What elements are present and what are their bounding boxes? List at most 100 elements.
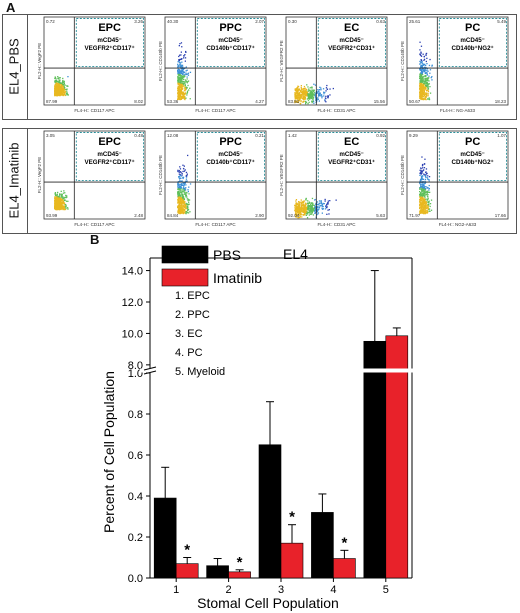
flow-event: [181, 61, 183, 63]
flow-event: [327, 202, 329, 204]
flow-event: [184, 169, 186, 171]
flow-event: [186, 173, 188, 175]
flow-event: [312, 209, 314, 211]
flow-event: [181, 175, 183, 177]
flow-event: [60, 193, 62, 195]
flow-event: [183, 97, 186, 99]
legend-swatch-imatinib: [161, 268, 209, 287]
flow-event: [419, 97, 421, 99]
flow-event: [187, 80, 190, 82]
flow-event: [425, 198, 427, 200]
flow-event: [303, 200, 306, 202]
flow-event: [424, 188, 426, 191]
flow-event: [420, 198, 422, 200]
flow-event: [184, 87, 186, 89]
flow-event: [180, 180, 182, 182]
flow-event: [426, 211, 428, 213]
flow-event: [186, 69, 188, 71]
flow-event: [426, 69, 428, 72]
flow-event: [180, 97, 182, 100]
flow-event: [300, 90, 302, 92]
flow-event: [183, 196, 185, 198]
bar-pbs-2: [206, 565, 229, 579]
flow-event: [300, 210, 302, 212]
flow-event: [421, 97, 423, 100]
flow-event: [419, 69, 421, 71]
flow-event: [429, 92, 432, 94]
flow-event: [426, 209, 428, 212]
flow-event: [302, 200, 305, 202]
flow-event: [314, 199, 316, 201]
flow-event: [320, 204, 322, 207]
category-key-item: 2. PPC: [175, 309, 210, 321]
flow-event: [419, 87, 422, 89]
flow-event: [294, 98, 296, 100]
flow-event: [55, 202, 58, 204]
flow-event: [420, 179, 422, 181]
flow-event: [187, 198, 189, 200]
flow-event: [58, 79, 60, 81]
flow-event: [299, 95, 301, 97]
flow-event: [56, 93, 59, 95]
flow-event: [185, 187, 187, 189]
flow-plot-events: [54, 190, 69, 211]
flow-event: [179, 202, 182, 204]
flow-event: [305, 208, 307, 210]
quadrant-ll-value: 92.04: [288, 213, 300, 218]
flow-event: [424, 211, 427, 213]
flow-event: [422, 98, 424, 100]
flow-event: [420, 177, 422, 179]
flow-event: [180, 84, 182, 87]
flow-event: [179, 63, 181, 66]
flow-event: [422, 193, 425, 195]
flow-event: [430, 77, 432, 79]
flow-event: [421, 86, 423, 88]
flow-event: [185, 97, 187, 99]
flow-event: [295, 100, 297, 102]
flow-event: [429, 58, 431, 61]
flow-event: [299, 216, 301, 218]
flow-event: [327, 96, 329, 98]
flow-event: [302, 209, 305, 212]
flow-event: [420, 51, 422, 53]
flow-event: [296, 90, 298, 93]
flow-event: [64, 92, 66, 94]
flow-event: [309, 211, 311, 213]
flow-event: [423, 187, 426, 189]
flow-event: [182, 208, 184, 211]
flow-event: [180, 199, 182, 201]
flow-event: [312, 94, 314, 97]
flow-event: [419, 80, 421, 82]
flow-event: [305, 199, 307, 201]
flow-event: [422, 76, 425, 78]
flow-event: [326, 213, 328, 215]
bar-imatinib-3: [280, 542, 304, 579]
flow-event: [419, 180, 421, 183]
flow-event: [320, 202, 323, 205]
flow-event: [60, 94, 63, 96]
flow-event: [424, 80, 426, 83]
flow-event: [321, 208, 324, 210]
flow-event: [324, 198, 326, 201]
flow-event: [424, 158, 426, 160]
flow-event: [55, 197, 57, 199]
gate-marker-line-1: mCD45⁻: [339, 37, 364, 44]
flow-event: [183, 78, 185, 80]
flow-event: [424, 94, 426, 96]
flow-event: [296, 90, 298, 92]
flow-event: [303, 92, 306, 94]
flow-event: [183, 183, 185, 185]
flow-event: [314, 84, 317, 86]
flow-event: [428, 208, 431, 210]
flow-event: [419, 96, 421, 98]
flow-event: [178, 74, 180, 76]
flow-event: [306, 94, 308, 96]
flow-event: [305, 213, 308, 215]
gate-population-label: EC: [344, 136, 359, 148]
flow-event: [61, 87, 63, 90]
flow-event: [423, 192, 426, 195]
flow-event: [56, 94, 58, 97]
flow-event: [419, 67, 421, 70]
flow-event: [423, 64, 425, 66]
flow-event: [297, 93, 299, 95]
